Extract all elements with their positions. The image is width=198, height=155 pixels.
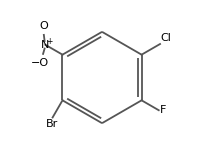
Text: +: + bbox=[47, 37, 53, 46]
Text: −O: −O bbox=[31, 58, 49, 68]
Text: Br: Br bbox=[46, 119, 58, 129]
Text: O: O bbox=[39, 21, 48, 31]
Text: F: F bbox=[160, 105, 166, 115]
Text: N: N bbox=[41, 40, 50, 50]
Text: Cl: Cl bbox=[161, 33, 172, 43]
